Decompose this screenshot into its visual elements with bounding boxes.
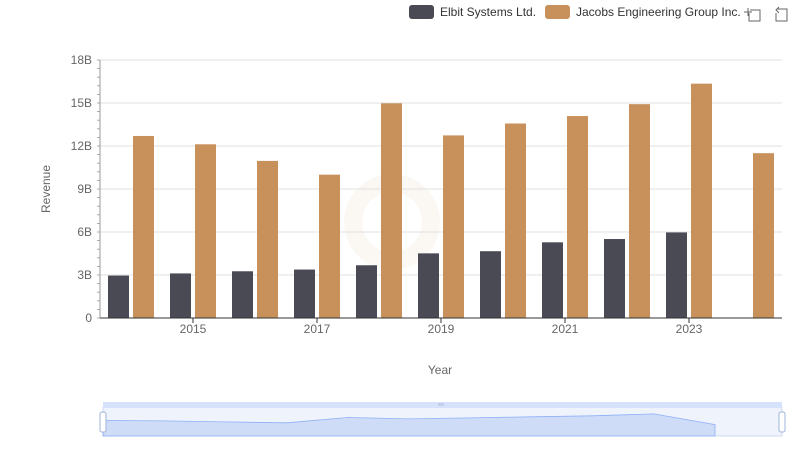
legend-swatch-elbit	[409, 5, 434, 19]
bar-jacobs-2023[interactable]	[691, 83, 712, 319]
bar-jacobs-2021[interactable]	[567, 116, 588, 318]
x-tick-label: 2017	[304, 322, 331, 336]
legend: Elbit Systems Ltd. Jacobs Engineering Gr…	[409, 5, 741, 19]
bar-jacobs-2020[interactable]	[505, 123, 526, 318]
y-tick-label: 15B	[71, 96, 92, 110]
legend-label-elbit: Elbit Systems Ltd.	[440, 5, 536, 19]
x-tick-label: 2019	[428, 322, 455, 336]
bar-jacobs-2015[interactable]	[195, 144, 216, 318]
legend-swatch-jacobs	[545, 5, 570, 19]
bar-elbit-2023[interactable]	[666, 232, 687, 318]
zoom-icon[interactable]	[744, 8, 761, 22]
x-axis-title: Year	[428, 363, 452, 377]
x-tick-label: 2015	[180, 322, 207, 336]
y-tick-label: 6B	[77, 225, 92, 239]
bar-elbit-2015[interactable]	[170, 273, 191, 318]
data-zoom-handle-left[interactable]	[99, 411, 107, 433]
bar-jacobs-2022[interactable]	[629, 104, 650, 318]
x-axis: 2015 2017 2019 2021 2023	[100, 317, 782, 336]
y-axis-title: Revenue	[39, 165, 53, 213]
bar-elbit-2017[interactable]	[294, 269, 315, 318]
restore-icon[interactable]	[775, 6, 788, 22]
bar-jacobs-2018[interactable]	[381, 103, 402, 318]
x-tick-label: 2021	[552, 322, 579, 336]
bar-elbit-2021[interactable]	[542, 242, 563, 318]
bar-jacobs-2016[interactable]	[257, 160, 278, 318]
y-tick-label: 0	[85, 311, 92, 325]
bar-elbit-2019[interactable]	[418, 253, 439, 318]
bar-elbit-2016[interactable]	[232, 271, 253, 318]
y-tick-label: 18B	[71, 53, 92, 67]
y-tick-label: 3B	[77, 268, 92, 282]
legend-label-jacobs: Jacobs Engineering Group Inc.	[576, 5, 741, 19]
data-zoom-top-bar	[103, 402, 782, 408]
bar-elbit-2018[interactable]	[356, 265, 377, 318]
bar-elbit-2022[interactable]	[604, 239, 625, 318]
legend-item-jacobs[interactable]: Jacobs Engineering Group Inc.	[545, 5, 741, 19]
bar-elbit-2020[interactable]	[480, 251, 501, 318]
y-tick-label: 9B	[77, 182, 92, 196]
bars	[108, 83, 774, 319]
y-axis: 0 3B 6B 9B 12B 15B 18B	[71, 53, 101, 325]
bar-jacobs-2014[interactable]	[133, 135, 154, 318]
bar-elbit-2014[interactable]	[108, 275, 129, 318]
grip-icon[interactable]	[438, 403, 444, 406]
legend-item-elbit[interactable]: Elbit Systems Ltd.	[409, 5, 536, 19]
bar-jacobs-2017[interactable]	[319, 174, 340, 318]
data-zoom-preview-area	[102, 413, 716, 437]
bar-jacobs-2019[interactable]	[443, 135, 464, 318]
bar-jacobs-2024[interactable]	[753, 153, 774, 318]
data-zoom-handle-right[interactable]	[778, 411, 786, 433]
x-tick-label: 2023	[676, 322, 703, 336]
data-zoom[interactable]	[99, 402, 786, 437]
y-tick-label: 12B	[71, 139, 92, 153]
